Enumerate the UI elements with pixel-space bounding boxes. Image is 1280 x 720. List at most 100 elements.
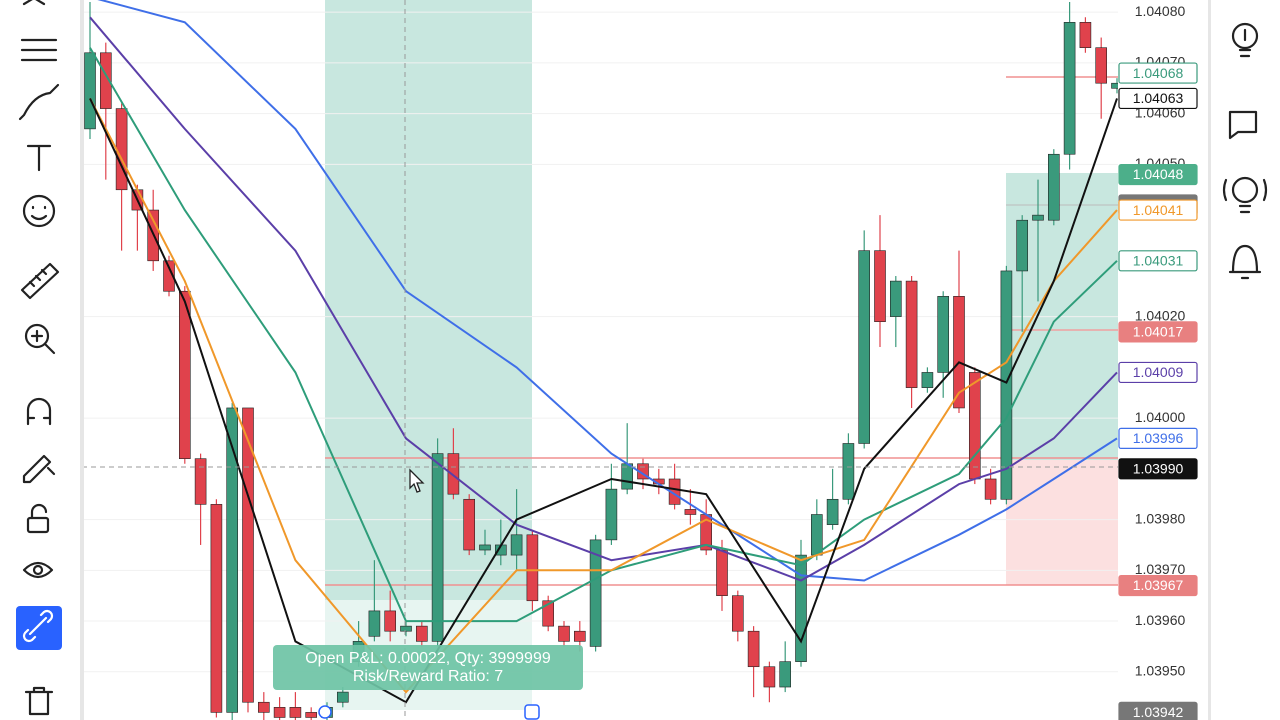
tool-icon[interactable] [22,0,46,6]
candle-body [905,280,918,388]
candle-body [937,296,950,373]
candle-body [242,407,254,703]
candle-body [194,458,207,505]
candle-body [984,478,997,500]
price-badge-label: 1.03967 [1133,577,1184,593]
price-badge-label: 1.04063 [1133,90,1184,106]
y-tick-label: 1.04000 [1135,409,1186,425]
long-position-profit-zone[interactable] [325,0,532,600]
candle-body [273,707,286,718]
candle-body [415,625,428,642]
tool-brush[interactable] [18,83,60,121]
tool-zoom[interactable] [24,323,50,349]
candle-body [842,443,855,500]
moving-average [89,97,1118,694]
candle-body [463,498,476,551]
tool-ruler[interactable] [20,262,60,300]
candle-body [431,453,444,642]
candle-body [874,250,886,322]
tool-visibility[interactable] [22,561,54,579]
tool-magnet[interactable] [26,397,52,426]
candle-body [763,666,776,688]
drag-handle[interactable] [524,704,540,720]
price-badge-label: 1.04017 [1133,324,1184,340]
price-axis[interactable] [1118,0,1208,720]
drag-handle[interactable] [318,705,332,719]
candle-body [526,534,539,602]
moving-average [89,47,1118,623]
plot [84,0,1123,720]
candle-body [84,52,96,130]
price-badge [1118,361,1198,384]
candle-body [1063,22,1076,155]
cursor [409,468,425,493]
y-tick-label: 1.03950 [1135,663,1186,679]
tool-emoji[interactable] [22,194,56,228]
candle-body [257,701,270,713]
candle-body [115,108,128,191]
candle-body [179,290,191,459]
candle-body [779,661,792,688]
candle-body [795,554,807,662]
chat-button[interactable] [1228,110,1258,140]
price-badge-label: 1.03996 [1133,430,1184,446]
candle-body [558,625,570,642]
candle-body [336,691,349,703]
y-tick-label: 1.04080 [1135,3,1186,19]
candle-body [826,498,839,525]
y-tick-label: 1.03970 [1135,561,1186,577]
candle-body [573,630,586,642]
candle-body [1095,47,1107,84]
price-badge-label: 1.03990 [1133,461,1184,477]
candle-body [542,600,555,627]
candle-body [858,250,871,444]
candle-body [100,52,112,109]
tool-fib[interactable] [20,38,58,62]
candle-body [384,610,397,632]
price-badge-label: 1.04048 [1133,166,1184,182]
price-badge-label: 1.04009 [1133,364,1184,380]
candle-body [226,407,238,713]
price-badge [1118,163,1198,186]
price-badge [1118,427,1198,449]
position-loss-zone[interactable] [1006,460,1118,585]
price-badge [1118,574,1198,597]
candle-body [289,707,302,718]
price-badge [1118,199,1198,221]
candle-body [447,453,460,495]
price-badge [1118,87,1198,110]
candle-body [589,539,602,647]
tool-unlock[interactable] [26,516,50,534]
alerts-button[interactable] [1228,244,1262,280]
candle-body [684,509,697,515]
candle-body [210,504,223,713]
moving-average [97,0,1118,582]
tool-lock-draw[interactable] [22,454,56,484]
candle-body [510,534,523,556]
candle-body [1032,214,1044,221]
ideas-button[interactable] [1231,22,1259,50]
candle-body [1000,270,1013,500]
toolbar-divider [80,0,84,720]
position-info-box[interactable] [273,645,583,690]
price-badge [1118,250,1198,272]
candle-body [163,260,175,292]
position-rr: Risk/Reward Ratio: 7 [353,668,503,685]
left-toolbar-icons [16,0,62,716]
y-tick-label: 1.04020 [1135,307,1186,323]
tool-text[interactable] [26,144,52,172]
candle-body [368,610,381,637]
candle-body [747,630,760,668]
tool-link-active[interactable] [16,606,62,650]
tool-trash[interactable] [24,686,54,716]
price-badge [1118,458,1198,480]
streams-button[interactable] [1231,176,1259,204]
y-tick-label: 1.03960 [1135,612,1186,628]
candle-body [400,625,412,632]
right-toolbar-icons [1222,22,1268,280]
candle-body [731,595,744,632]
candle-body [968,372,981,480]
candle-body [1079,22,1092,48]
